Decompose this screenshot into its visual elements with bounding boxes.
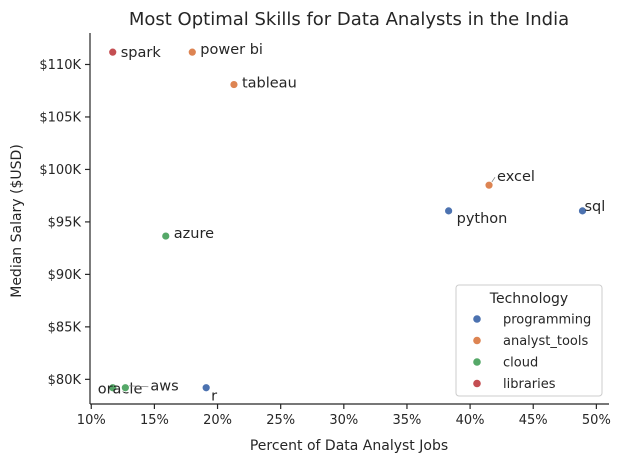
y-tick-label: $100K (39, 163, 81, 178)
legend-frame (455, 284, 603, 397)
data-point-excel (484, 180, 494, 190)
legend-marker-cloud (473, 358, 481, 366)
point-label-aws: aws (150, 379, 178, 395)
x-tick-label: 20% (203, 413, 232, 428)
x-tick-label: 30% (329, 413, 358, 428)
x-tick-label: 40% (456, 413, 485, 428)
data-point-r (201, 383, 211, 393)
y-tick-label: $80K (48, 373, 82, 388)
x-tick-label: 10% (77, 413, 106, 428)
point-label-spark: spark (121, 45, 162, 61)
x-tick-label: 45% (519, 413, 548, 428)
legend-entry-libraries: libraries (503, 377, 556, 392)
point-label-power-bi: power bi (200, 42, 263, 58)
legend-marker-libraries (473, 379, 481, 388)
point-label-r: r (211, 389, 217, 405)
point-label-azure: azure (174, 226, 214, 242)
label-connector (127, 385, 149, 388)
data-point-power-bi (187, 47, 197, 57)
point-label-python: python (457, 211, 508, 227)
plot-area: 10% 15% 20% 25% 30% 35% 40% 45% 50% $80K $85K $90K $… (39, 33, 611, 428)
x-tick-label: 50% (582, 413, 611, 428)
x-axis-label: Percent of Data Analyst Jobs (250, 438, 448, 454)
chart-title: Most Optimal Skills for Data Analysts in… (129, 9, 569, 30)
data-point-aws (120, 383, 130, 393)
data-point-python (444, 206, 454, 216)
data-point-oracle (108, 383, 118, 393)
data-point-tableau (229, 80, 239, 89)
legend-title: Technology (489, 291, 568, 307)
y-tick-label: $95K (48, 215, 82, 230)
legend-entry-cloud: cloud (503, 356, 538, 371)
point-label-excel: excel (497, 169, 535, 185)
data-point-sql (578, 206, 587, 216)
data-point-spark (108, 47, 118, 57)
y-tick-label: $105K (39, 110, 81, 125)
data-point-azure (161, 231, 171, 241)
legend-marker-analyst_tools (473, 336, 481, 345)
y-axis-label: Median Salary ($USD) (9, 144, 25, 298)
point-label-sql: sql (584, 199, 605, 215)
point-label-tableau: tableau (242, 76, 297, 92)
point-label-oracle: oracle (98, 382, 143, 398)
legend-entry-programming: programming (503, 313, 591, 328)
y-tick-label: $90K (48, 268, 82, 283)
y-tick-label: $110K (39, 58, 81, 73)
legend-marker-programming (473, 315, 481, 323)
x-tick-label: 15% (140, 413, 169, 428)
x-tick-label: 35% (393, 413, 422, 428)
legend-entry-analyst_tools: analyst_tools (503, 334, 588, 349)
y-tick-label: $85K (48, 320, 82, 335)
x-tick-label: 25% (266, 413, 295, 428)
